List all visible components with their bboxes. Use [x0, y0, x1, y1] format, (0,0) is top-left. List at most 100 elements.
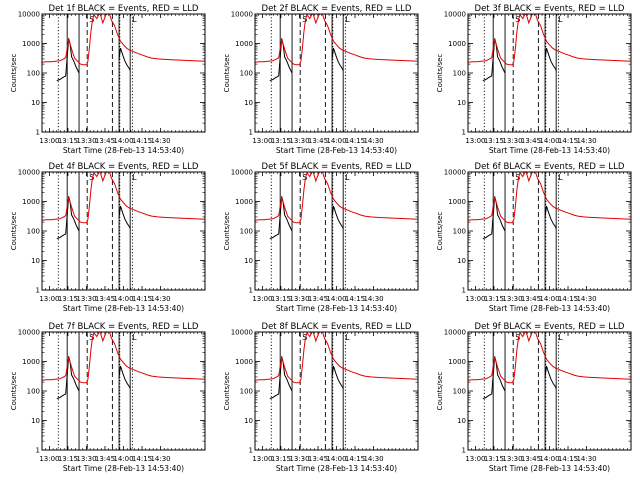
x-tick-label: 13:45 — [308, 455, 328, 463]
x-tick-label: 14:15 — [345, 137, 365, 145]
x-tick-label: 13:45 — [521, 455, 541, 463]
y-tick-label: 10 — [244, 99, 253, 107]
marker-label: L — [132, 173, 137, 182]
y-tick-label: 100 — [27, 70, 40, 78]
y-axis-label: Counts/sec — [10, 54, 18, 93]
y-tick-label: 1000 — [22, 198, 40, 206]
panel-title: Det 1f BLACK = Events, RED = LLD — [49, 4, 199, 14]
x-tick-label: 13:00 — [252, 137, 272, 145]
y-tick-label: 1000 — [235, 358, 253, 366]
x-axis-label: Start Time (28-Feb-13 14:53:40) — [276, 464, 397, 473]
marker-label: L — [345, 15, 350, 24]
x-tick-label: 14:30 — [150, 295, 170, 303]
x-tick-label: 14:15 — [558, 295, 578, 303]
x-tick-label: 14:30 — [363, 455, 383, 463]
x-tick-label: 14:00 — [113, 295, 133, 303]
x-tick-label: 13:15 — [271, 137, 291, 145]
y-axis-label: Counts/sec — [10, 212, 18, 251]
panel-det-4: Det 4f BLACK = Events, RED = LLD Counts/s… — [10, 162, 206, 313]
marker-label: S — [302, 333, 307, 342]
x-tick-label: 13:15 — [58, 295, 78, 303]
y-tick-label: 10000 — [18, 329, 40, 337]
y-tick-label: 1 — [36, 129, 40, 137]
x-tick-label: 13:45 — [95, 137, 115, 145]
panel-title: Det 7f BLACK = Events, RED = LLD — [49, 322, 199, 332]
y-axis-label: Counts/sec — [223, 212, 231, 251]
plot-frame — [41, 331, 206, 451]
x-tick-label: 13:00 — [252, 455, 272, 463]
y-tick-label: 1000 — [448, 198, 466, 206]
series-lld-line — [468, 14, 631, 66]
y-tick-label: 100 — [240, 70, 253, 78]
x-tick-label: 14:30 — [363, 137, 383, 145]
x-axis-label: Start Time (28-Feb-13 14:53:40) — [63, 146, 184, 155]
y-tick-label: 10 — [457, 99, 466, 107]
y-tick-label: 10 — [31, 257, 40, 265]
x-tick-label: 13:45 — [308, 137, 328, 145]
marker-label: S — [515, 173, 520, 182]
x-tick-label: 13:30 — [289, 455, 309, 463]
panel-title: Det 9f BLACK = Events, RED = LLD — [475, 322, 625, 332]
marker-label: S — [89, 15, 94, 24]
x-tick-label: 14:00 — [326, 137, 346, 145]
x-tick-label: 13:30 — [502, 295, 522, 303]
y-axis-label: Counts/sec — [436, 212, 444, 251]
x-tick-label: 13:45 — [95, 295, 115, 303]
y-tick-label: 100 — [27, 388, 40, 396]
y-tick-label: 10 — [457, 417, 466, 425]
panel-det-7: Det 7f BLACK = Events, RED = LLD Counts/s… — [10, 322, 206, 473]
x-axis-label: Start Time (28-Feb-13 14:53:40) — [489, 146, 610, 155]
x-axis-label: Start Time (28-Feb-13 14:53:40) — [276, 304, 397, 313]
panel-title: Det 3f BLACK = Events, RED = LLD — [475, 4, 625, 14]
plot-frame — [254, 171, 419, 291]
x-tick-label: 13:45 — [308, 295, 328, 303]
plot-frame — [467, 331, 632, 451]
y-tick-label: 1 — [36, 447, 40, 455]
x-tick-label: 14:30 — [576, 137, 596, 145]
series-events-line — [544, 47, 557, 71]
x-axis-label: Start Time (28-Feb-13 14:53:40) — [63, 464, 184, 473]
y-tick-label: 10000 — [18, 169, 40, 177]
marker-label: L — [345, 333, 350, 342]
x-tick-label: 14:00 — [539, 295, 559, 303]
marker-label: L — [132, 333, 137, 342]
marker-label: S — [515, 15, 520, 24]
x-tick-label: 13:15 — [484, 455, 504, 463]
marker-label: S — [89, 173, 94, 182]
x-axis-label: Start Time (28-Feb-13 14:53:40) — [276, 146, 397, 155]
x-tick-label: 13:00 — [465, 137, 485, 145]
x-tick-label: 13:15 — [58, 137, 78, 145]
series-events-line — [544, 365, 557, 389]
series-events-line — [331, 205, 344, 229]
panel-det-6: Det 6f BLACK = Events, RED = LLD Counts/s… — [436, 162, 632, 313]
y-tick-label: 1 — [249, 287, 253, 295]
series-events-line — [118, 205, 131, 229]
marker-label: L — [558, 333, 563, 342]
series-events-line — [544, 205, 557, 229]
y-tick-label: 1 — [249, 129, 253, 137]
marker-label: S — [89, 333, 94, 342]
y-tick-label: 1000 — [448, 358, 466, 366]
y-axis-label: Counts/sec — [223, 372, 231, 411]
y-tick-label: 10 — [244, 257, 253, 265]
y-tick-label: 10 — [457, 257, 466, 265]
x-tick-label: 14:00 — [113, 137, 133, 145]
series-lld-line — [255, 172, 418, 224]
series-events-line — [331, 47, 344, 71]
x-tick-label: 13:00 — [465, 295, 485, 303]
y-tick-label: 10000 — [231, 329, 253, 337]
x-tick-label: 13:15 — [271, 295, 291, 303]
y-tick-label: 1 — [462, 287, 466, 295]
panel-title: Det 6f BLACK = Events, RED = LLD — [475, 162, 625, 172]
y-tick-label: 10 — [31, 99, 40, 107]
x-tick-label: 13:30 — [502, 137, 522, 145]
x-tick-label: 13:00 — [252, 295, 272, 303]
x-tick-label: 14:30 — [576, 455, 596, 463]
y-tick-label: 10000 — [231, 11, 253, 19]
y-tick-label: 10000 — [444, 169, 466, 177]
x-tick-label: 13:30 — [76, 137, 96, 145]
panel-title: Det 4f BLACK = Events, RED = LLD — [49, 162, 199, 172]
x-axis-label: Start Time (28-Feb-13 14:53:40) — [489, 304, 610, 313]
y-tick-label: 10 — [244, 417, 253, 425]
x-tick-label: 13:00 — [39, 137, 59, 145]
